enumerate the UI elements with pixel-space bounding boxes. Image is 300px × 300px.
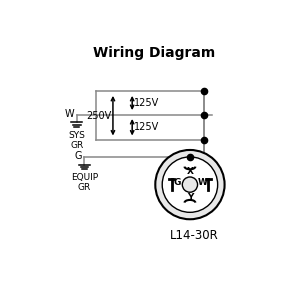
Circle shape [162, 157, 218, 212]
Text: L14-30R: L14-30R [169, 229, 218, 242]
Text: W: W [65, 109, 74, 119]
Text: X: X [186, 167, 194, 176]
Text: EQUIP
GR: EQUIP GR [71, 173, 98, 193]
Circle shape [155, 150, 225, 219]
Circle shape [182, 177, 198, 192]
Text: G: G [173, 178, 181, 187]
Text: 125V: 125V [134, 98, 159, 108]
Text: Y: Y [187, 193, 193, 202]
Text: SYS
GR: SYS GR [68, 131, 85, 150]
Text: Wiring Diagram: Wiring Diagram [93, 46, 215, 60]
Text: 250V: 250V [86, 111, 111, 121]
Text: G: G [75, 151, 82, 161]
Text: W: W [198, 178, 208, 187]
Text: 125V: 125V [134, 122, 159, 132]
